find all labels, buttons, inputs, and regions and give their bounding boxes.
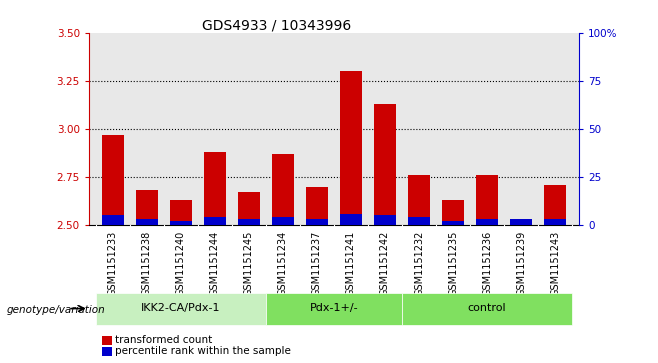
Text: GSM1151236: GSM1151236 [482,230,492,295]
Text: percentile rank within the sample: percentile rank within the sample [115,346,291,356]
Text: GSM1151232: GSM1151232 [414,230,424,295]
Bar [476,175,498,225]
Text: GSM1151234: GSM1151234 [278,230,288,295]
Bar [374,216,396,225]
Text: IKK2-CA/Pdx-1: IKK2-CA/Pdx-1 [141,303,220,313]
Bar [442,221,464,225]
Text: Pdx-1+/-: Pdx-1+/- [310,303,358,313]
Text: GSM1151241: GSM1151241 [346,230,356,295]
Bar [101,135,124,225]
Bar [170,200,192,225]
FancyBboxPatch shape [266,293,402,325]
Bar [170,221,192,225]
Bar [272,217,294,225]
Bar [136,219,158,225]
Bar [544,219,567,225]
Text: GSM1151238: GSM1151238 [141,230,152,295]
Bar [306,187,328,225]
Bar [340,71,362,225]
Bar [408,175,430,225]
Bar [272,154,294,225]
Text: GSM1151239: GSM1151239 [516,230,526,295]
Text: GSM1151245: GSM1151245 [244,230,254,295]
Bar [510,219,532,225]
Bar [408,217,430,225]
Bar [101,216,124,225]
FancyBboxPatch shape [402,293,572,325]
Bar [442,200,464,225]
Text: GSM1151243: GSM1151243 [550,230,560,295]
Bar [204,217,226,225]
Text: genotype/variation: genotype/variation [7,305,105,315]
Bar [306,219,328,225]
Text: GDS4933 / 10343996: GDS4933 / 10343996 [202,18,351,32]
Bar [204,152,226,225]
Text: control: control [468,303,507,313]
Bar [340,213,362,225]
Text: GSM1151233: GSM1151233 [108,230,118,295]
Bar [238,219,260,225]
FancyBboxPatch shape [95,293,266,325]
Text: GSM1151244: GSM1151244 [210,230,220,295]
Bar [476,219,498,225]
Text: GSM1151240: GSM1151240 [176,230,186,295]
Bar [510,219,532,225]
Text: GSM1151237: GSM1151237 [312,230,322,295]
Text: GSM1151235: GSM1151235 [448,230,458,295]
Text: GSM1151242: GSM1151242 [380,230,390,295]
Text: transformed count: transformed count [115,335,213,345]
Bar [544,185,567,225]
Bar [136,191,158,225]
Bar [374,104,396,225]
Bar [238,192,260,225]
